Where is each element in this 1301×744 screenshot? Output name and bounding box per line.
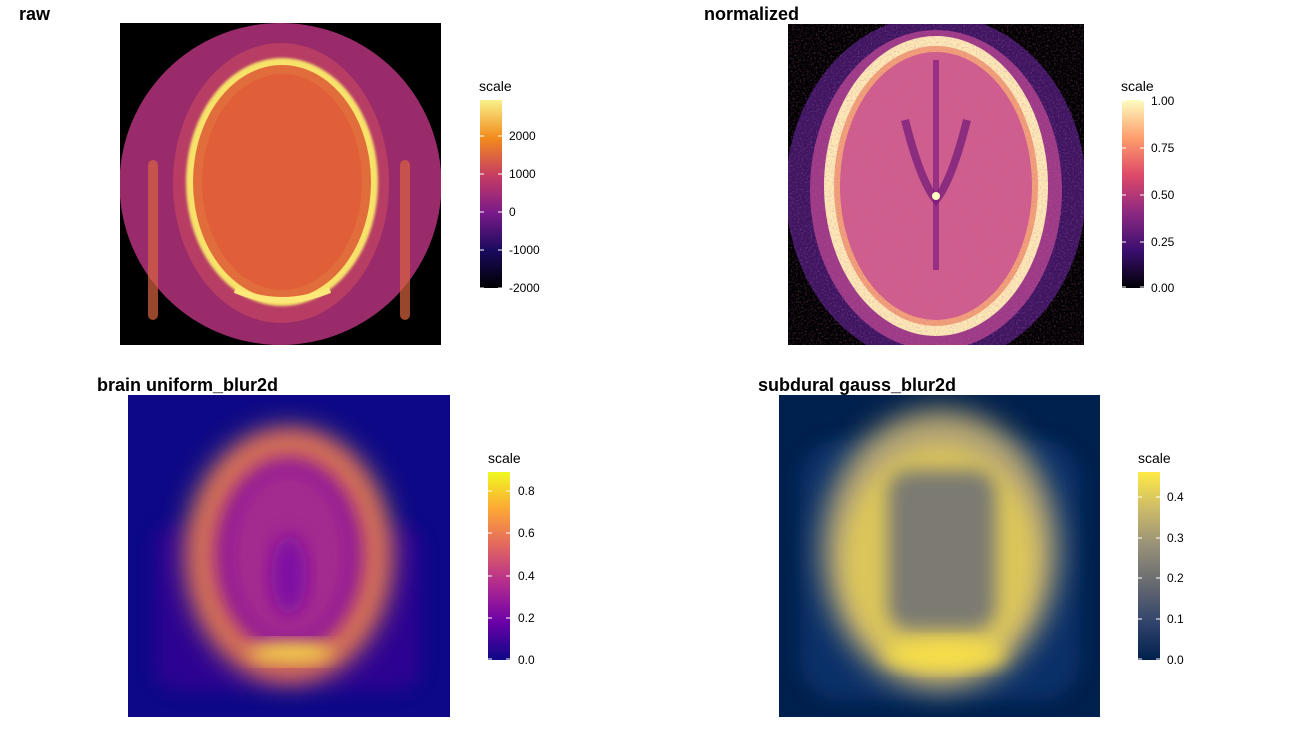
heatmap-brain [128, 395, 450, 717]
legend-tick: 0.2 [1167, 571, 1184, 585]
heatmap-normalized [788, 24, 1084, 345]
legend-tick: 0.00 [1151, 281, 1175, 295]
panel-subdural-gauss-blur2d: subdural gauss_blur2d [758, 375, 1100, 717]
legend-tick: -2000 [509, 281, 540, 295]
colorbar-normalized [1122, 100, 1144, 288]
legend-raw: scale 2000 1000 0 -1000 -2000 [479, 78, 540, 295]
legend-tick: 2000 [509, 129, 536, 143]
legend-tick: 0 [509, 205, 516, 219]
legend-tick: 0.0 [518, 653, 535, 667]
legend-tick: 0.50 [1151, 188, 1175, 202]
legend-title-brain: scale [488, 450, 521, 466]
colorbar-subdural [1138, 472, 1160, 660]
legend-tick: 0.6 [518, 526, 535, 540]
legend-title-raw: scale [479, 78, 512, 94]
legend-tick: 0.1 [1167, 612, 1184, 626]
legend-tick: 0.4 [518, 569, 535, 583]
legend-tick: 0.2 [518, 611, 535, 625]
heatmap-raw [120, 23, 441, 345]
legend-ticks-subdural: 0.4 0.3 0.2 0.1 0.0 [1138, 490, 1184, 667]
legend-tick: 0.0 [1167, 653, 1184, 667]
legend-tick: 0.25 [1151, 235, 1175, 249]
legend-tick: 0.75 [1151, 141, 1175, 155]
legend-title-subdural: scale [1138, 450, 1171, 466]
legend-tick: 0.3 [1167, 531, 1184, 545]
panel-brain-uniform-blur2d: brain uniform_blur2d [97, 375, 450, 717]
legend-tick: 0.8 [518, 484, 535, 498]
heatmap-subdural [779, 395, 1100, 717]
panel-raw: raw [19, 4, 441, 345]
legend-subdural: scale 0.4 0.3 0.2 0.1 0.0 [1138, 450, 1184, 667]
colorbar-brain [488, 472, 510, 660]
legend-ticks-brain: 0.8 0.6 0.4 0.2 0.0 [488, 484, 535, 667]
legend-tick: 0.4 [1167, 490, 1184, 504]
panel-title-raw: raw [19, 4, 51, 24]
panel-title-normalized: normalized [704, 4, 799, 24]
colorbar-raw [480, 100, 502, 288]
legend-tick: 1.00 [1151, 94, 1175, 108]
legend-brain: scale 0.8 0.6 0.4 0.2 0.0 [488, 450, 535, 667]
legend-title-normalized: scale [1121, 78, 1154, 94]
panel-normalized: normalized [704, 4, 1084, 345]
panel-title-subdural: subdural gauss_blur2d [758, 375, 956, 395]
legend-ticks-normalized: 1.00 0.75 0.50 0.25 0.00 [1122, 94, 1175, 295]
legend-normalized: scale 1.00 0.75 0.50 0.25 0.00 [1121, 78, 1175, 295]
legend-ticks-raw: 2000 1000 0 -1000 -2000 [480, 129, 540, 295]
legend-tick: -1000 [509, 243, 540, 257]
panel-title-brain: brain uniform_blur2d [97, 375, 278, 395]
legend-tick: 1000 [509, 167, 536, 181]
